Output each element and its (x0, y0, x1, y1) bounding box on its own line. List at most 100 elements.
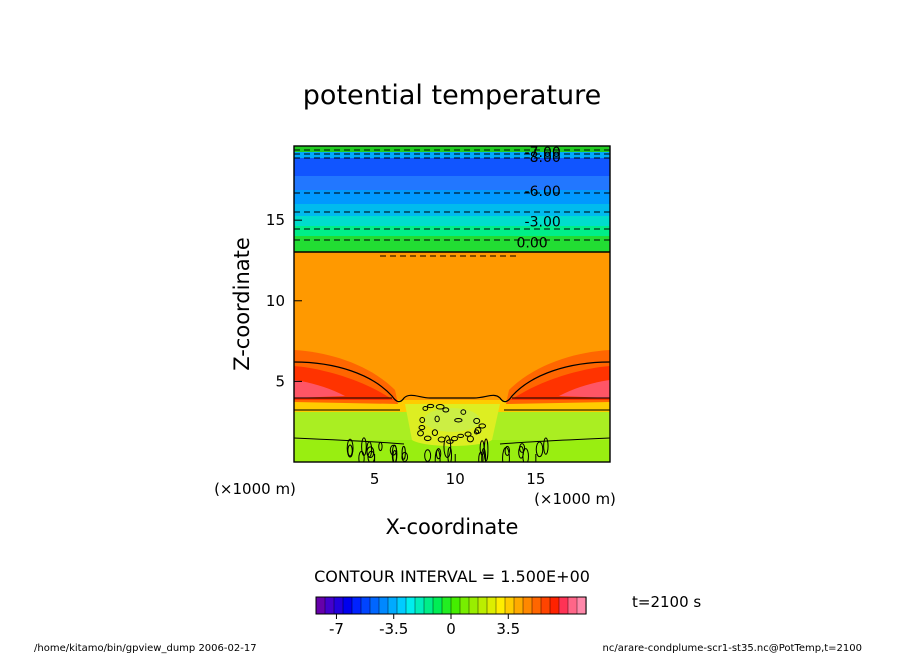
colorbar-cell (369, 596, 380, 615)
band-aqua-green (294, 226, 610, 236)
colorbar-cell (396, 596, 407, 615)
contour-label: -8.00 (525, 150, 561, 166)
turbulent-cell (347, 444, 353, 457)
colorbar-cell (405, 596, 416, 615)
turbulent-contours (346, 403, 549, 462)
updraft-cell (426, 403, 435, 409)
colorbar-cell (423, 596, 434, 615)
updraft-cell (423, 435, 432, 442)
contour-label: -7.00 (525, 145, 561, 161)
contour-label: 0.00 (516, 235, 547, 251)
updraft-cell (418, 425, 426, 431)
updraft-cell (478, 423, 487, 429)
turbulent-cell (389, 444, 397, 456)
turbulent-cell (361, 437, 367, 456)
colorbar-cell (558, 596, 569, 615)
colorbar-cell (540, 596, 551, 615)
updraft-cell (460, 409, 467, 415)
turbulent-cell (366, 446, 375, 459)
x-axis-label: X-coordinate (386, 515, 519, 539)
chart-title: potential temperature (303, 80, 601, 111)
band-teal (294, 216, 610, 226)
colorbar-ticks: -7 -3.5 0 3.5 (329, 614, 520, 638)
updraft-cell (431, 429, 439, 436)
colorbar-cell (414, 596, 425, 615)
colorbar-cell (549, 596, 560, 615)
turbulent-cell (502, 447, 510, 462)
updraft-cell (454, 417, 463, 423)
colorbar-cell (378, 596, 389, 615)
turbulent-cell (522, 448, 529, 462)
colorbar-cell (477, 596, 488, 615)
turbulent-cell (543, 437, 549, 455)
colorbar-cell (441, 596, 452, 615)
y-tick-label: 5 (275, 372, 285, 390)
updraft-cell (457, 433, 465, 438)
colorbar-cell (459, 596, 470, 615)
updraft-cell (419, 417, 426, 423)
updraft-cell (437, 436, 446, 443)
contour-label: -3.00 (525, 214, 561, 230)
turbulent-cell (443, 435, 452, 458)
colorbar-cell (360, 596, 371, 615)
turbulent-cell (346, 438, 354, 458)
turbulent-cell (481, 447, 487, 462)
time-label: t=2100 s (632, 593, 701, 611)
updraft-cell (442, 407, 450, 413)
contour-labels: -7.00-8.00 -6.00 -3.00 0.00 (516, 145, 561, 251)
x-unit-right: (×1000 m) (534, 490, 616, 508)
colorbar-cell (576, 596, 587, 615)
turbulent-cell (434, 449, 441, 462)
updraft-cell (473, 429, 480, 435)
colorbar-cell (342, 596, 353, 615)
colorbar-cell (522, 596, 533, 615)
colorbar-cell (387, 596, 398, 615)
plot-frame (293, 145, 611, 463)
hot-core-left (294, 380, 345, 398)
band-blue (294, 158, 610, 176)
contour-plot-area (294, 146, 610, 462)
turbulent-cell (401, 445, 406, 460)
colorbar-cell (432, 596, 443, 615)
contour-negative-lines (294, 149, 610, 257)
updraft-cell (450, 435, 459, 442)
colorbar-cell (504, 596, 515, 615)
colorbar-cell (567, 596, 578, 615)
turbulent-cell (447, 446, 453, 462)
colorbar-cell (351, 596, 362, 615)
updraft-cell (422, 406, 429, 411)
colorbar-tick-label: 0 (446, 620, 456, 638)
x-tick-label: 5 (370, 470, 380, 488)
band-green (294, 236, 610, 252)
turbulent-cell (378, 441, 383, 452)
x-unit-left: (×1000 m) (214, 480, 296, 498)
contour-warm-edge (294, 361, 610, 403)
band-cyan (294, 204, 610, 216)
colorbar-tick-label: -7 (329, 620, 344, 638)
colorbar-cell (450, 596, 461, 615)
x-tick-label: 15 (526, 470, 545, 488)
turbulent-cell (478, 451, 484, 462)
turbulent-cell (392, 450, 397, 462)
x-tick-label: 10 (446, 470, 465, 488)
colorbar-cell (495, 596, 506, 615)
colorbar-cell (315, 596, 326, 615)
footer-left: /home/kitamo/bin/gpview_dump 2006-02-17 (34, 643, 257, 654)
contour-label: -6.00 (525, 184, 561, 200)
colorbar-cell (486, 596, 497, 615)
updraft-cell (473, 417, 481, 425)
colorbar-cell (531, 596, 542, 615)
band-green-top (294, 146, 610, 152)
y-tick-label: 10 (266, 292, 285, 310)
colorbar-tick-label: 3.5 (496, 620, 520, 638)
colorbar-cell (468, 596, 479, 615)
colorbar (315, 596, 587, 615)
contour-interval-text: CONTOUR INTERVAL = 1.500E+00 (314, 567, 590, 586)
y-tick-label: 15 (266, 211, 285, 229)
x-axis-ticks: 5 10 15 (370, 454, 545, 488)
turbulent-cell (535, 441, 544, 458)
colorbar-cell (324, 596, 335, 615)
colorbar-cell (513, 596, 524, 615)
colorbar-tick-label: -3.5 (379, 620, 408, 638)
